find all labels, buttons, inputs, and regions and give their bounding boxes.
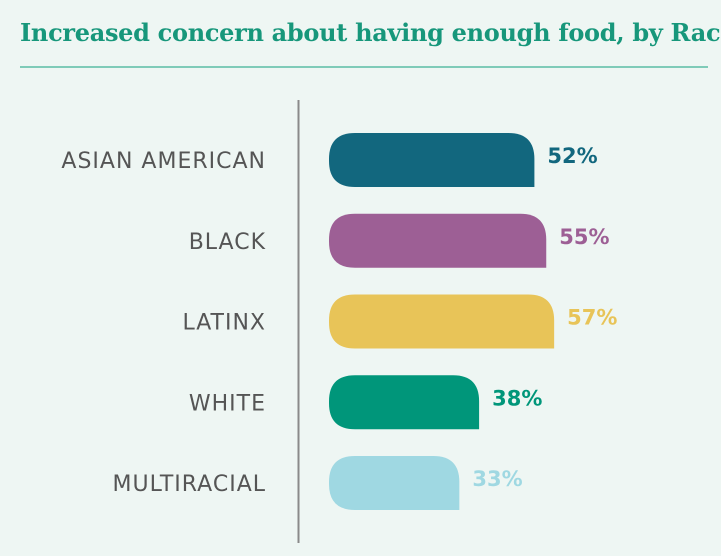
value-label: 52% bbox=[547, 144, 597, 168]
title-divider bbox=[20, 66, 708, 68]
category-label: BLACK bbox=[189, 230, 266, 255]
value-label: 57% bbox=[567, 306, 617, 330]
bar bbox=[329, 456, 460, 510]
category-label: MULTIRACIAL bbox=[113, 472, 266, 497]
category-label: WHITE bbox=[189, 391, 266, 416]
bar bbox=[329, 375, 480, 430]
value-label: 38% bbox=[492, 386, 542, 410]
category-label: LATINX bbox=[182, 311, 266, 336]
value-label: 33% bbox=[472, 467, 522, 491]
category-label: ASIAN AMERICAN bbox=[61, 149, 266, 174]
bar bbox=[329, 294, 555, 349]
bar bbox=[329, 133, 535, 187]
value-label: 55% bbox=[559, 225, 609, 249]
chart-title: Increased concern about having enough fo… bbox=[20, 18, 721, 47]
bar bbox=[329, 213, 547, 268]
